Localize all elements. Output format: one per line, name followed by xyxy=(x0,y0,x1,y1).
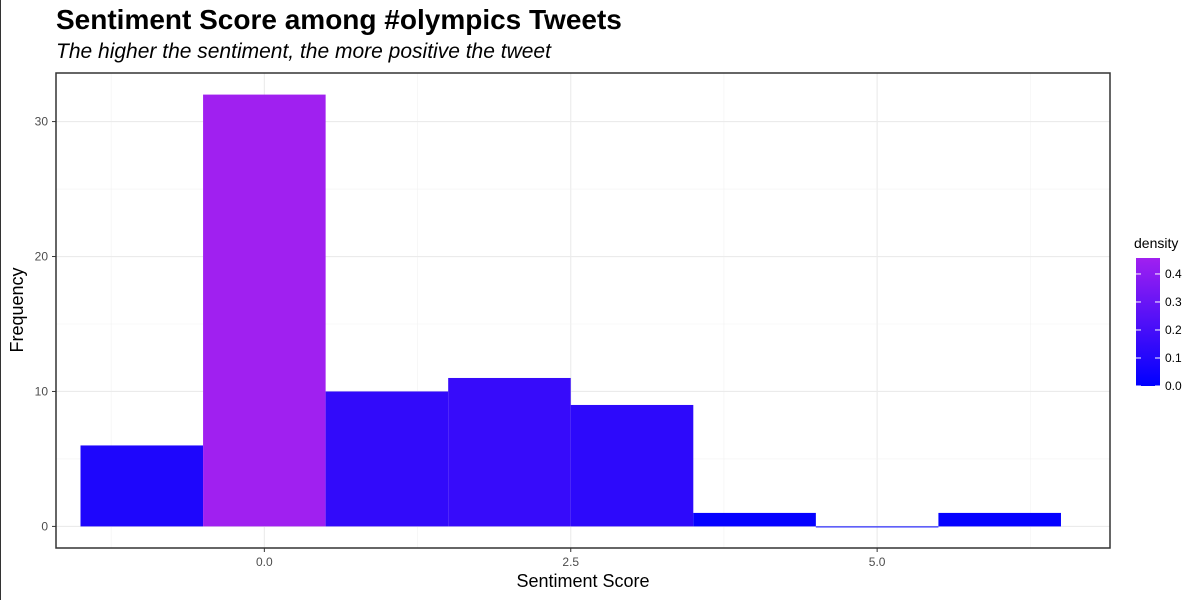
legend-tick-label: 0.0 xyxy=(1165,379,1182,393)
legend-tick-label: 0.4 xyxy=(1165,267,1182,281)
y-tick-label: 30 xyxy=(35,115,49,129)
y-axis-title: Frequency xyxy=(7,267,27,352)
histogram-bar xyxy=(203,94,326,527)
histogram-bars xyxy=(80,94,1061,528)
y-axis-ticks: 0 10 20 30 xyxy=(35,115,56,533)
y-tick-label: 20 xyxy=(35,250,49,264)
legend-tick-label: 0.1 xyxy=(1165,351,1182,365)
chart-subtitle: The higher the sentiment, the more posit… xyxy=(56,40,551,63)
chart-title: Sentiment Score among #olympics Tweets xyxy=(56,4,622,35)
y-tick-label: 0 xyxy=(41,519,48,533)
density-legend: density 0.0 0.1 0.2 0.3 0.4 xyxy=(1134,235,1182,393)
histogram-bar xyxy=(325,391,449,527)
x-tick-label: 2.5 xyxy=(562,555,579,569)
histogram-bar xyxy=(815,526,939,528)
y-tick-label: 10 xyxy=(35,384,49,398)
legend-tick-label: 0.3 xyxy=(1165,295,1182,309)
histogram-bar xyxy=(80,445,204,527)
left-border xyxy=(0,0,1,600)
histogram-bar xyxy=(938,512,1061,527)
histogram-bar xyxy=(448,377,571,527)
plot-panel-border xyxy=(55,72,1111,549)
legend-colorbar xyxy=(1136,258,1160,386)
x-axis-title: Sentiment Score xyxy=(516,571,649,591)
histogram-bar xyxy=(570,404,694,527)
legend-tick-label: 0.2 xyxy=(1165,323,1182,337)
legend-title: density xyxy=(1134,235,1178,251)
x-tick-label: 5.0 xyxy=(869,555,886,569)
x-tick-label: 0.0 xyxy=(256,555,273,569)
x-axis-ticks: 0.0 2.5 5.0 xyxy=(256,548,886,569)
histogram-bar xyxy=(693,512,816,527)
